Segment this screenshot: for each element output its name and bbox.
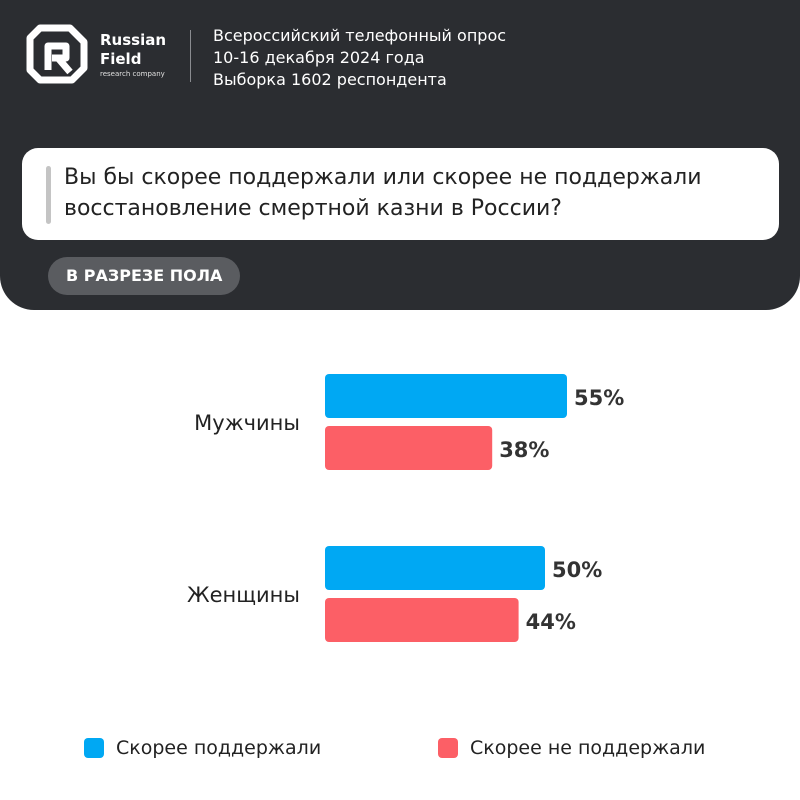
segment-tag: В РАЗРЕЗЕ ПОЛА xyxy=(48,257,241,295)
chart-legend: Скорее поддержали Скорее не поддержали xyxy=(0,737,800,761)
survey-info: Всероссийский телефонный опрос 10-16 дек… xyxy=(213,25,506,91)
russian-field-logo-icon xyxy=(26,24,88,84)
bar-chart: Мужчины 55% 38% Женщины 50% 44% xyxy=(187,374,624,642)
bar-women-support xyxy=(325,546,545,590)
survey-sample: Выборка 1602 респондента xyxy=(213,70,447,89)
brand-name-line2: Field xyxy=(100,50,142,68)
brand-subtitle: research company xyxy=(100,70,165,78)
category-label-women: Женщины xyxy=(187,583,300,607)
survey-dates: 10-16 декабря 2024 года xyxy=(213,48,425,67)
data-label-women-oppose: 44% xyxy=(526,610,576,634)
legend-label-support: Скорее поддержали xyxy=(116,737,322,759)
legend-swatch-oppose xyxy=(438,738,458,758)
bar-men-oppose xyxy=(325,426,493,470)
question-accent-bar xyxy=(46,166,51,224)
category-label-men: Мужчины xyxy=(194,411,300,435)
survey-title: Всероссийский телефонный опрос xyxy=(213,26,507,45)
legend-item-support: Скорее поддержали xyxy=(84,737,321,759)
bar-men-support xyxy=(325,374,567,418)
brand-name: Russian Field research company xyxy=(100,31,166,79)
bar-women-oppose xyxy=(325,598,519,642)
brand-name-line1: Russian xyxy=(100,31,167,49)
legend-label-oppose: Скорее не поддержали xyxy=(470,737,706,759)
data-label-men-support: 55% xyxy=(574,386,624,410)
data-label-women-support: 50% xyxy=(552,558,602,582)
header-panel: Russian Field research company Всероссий… xyxy=(0,0,800,310)
legend-swatch-support xyxy=(84,738,104,758)
header-divider xyxy=(190,30,191,82)
question-text: Вы бы скорее поддержали или скорее не по… xyxy=(64,165,702,221)
question-card: Вы бы скорее поддержали или скорее не по… xyxy=(22,148,779,240)
legend-item-oppose: Скорее не поддержали xyxy=(438,737,705,759)
data-label-men-oppose: 38% xyxy=(499,438,549,462)
